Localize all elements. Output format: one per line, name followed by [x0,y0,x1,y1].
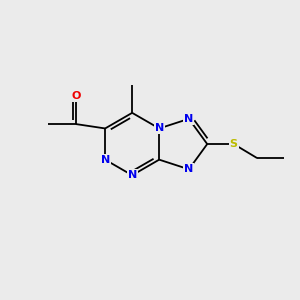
Text: N: N [154,124,164,134]
Text: S: S [230,139,238,149]
Text: N: N [184,114,194,124]
Text: O: O [71,91,80,101]
Text: N: N [100,155,110,165]
Text: N: N [184,164,194,174]
Text: N: N [128,170,137,180]
